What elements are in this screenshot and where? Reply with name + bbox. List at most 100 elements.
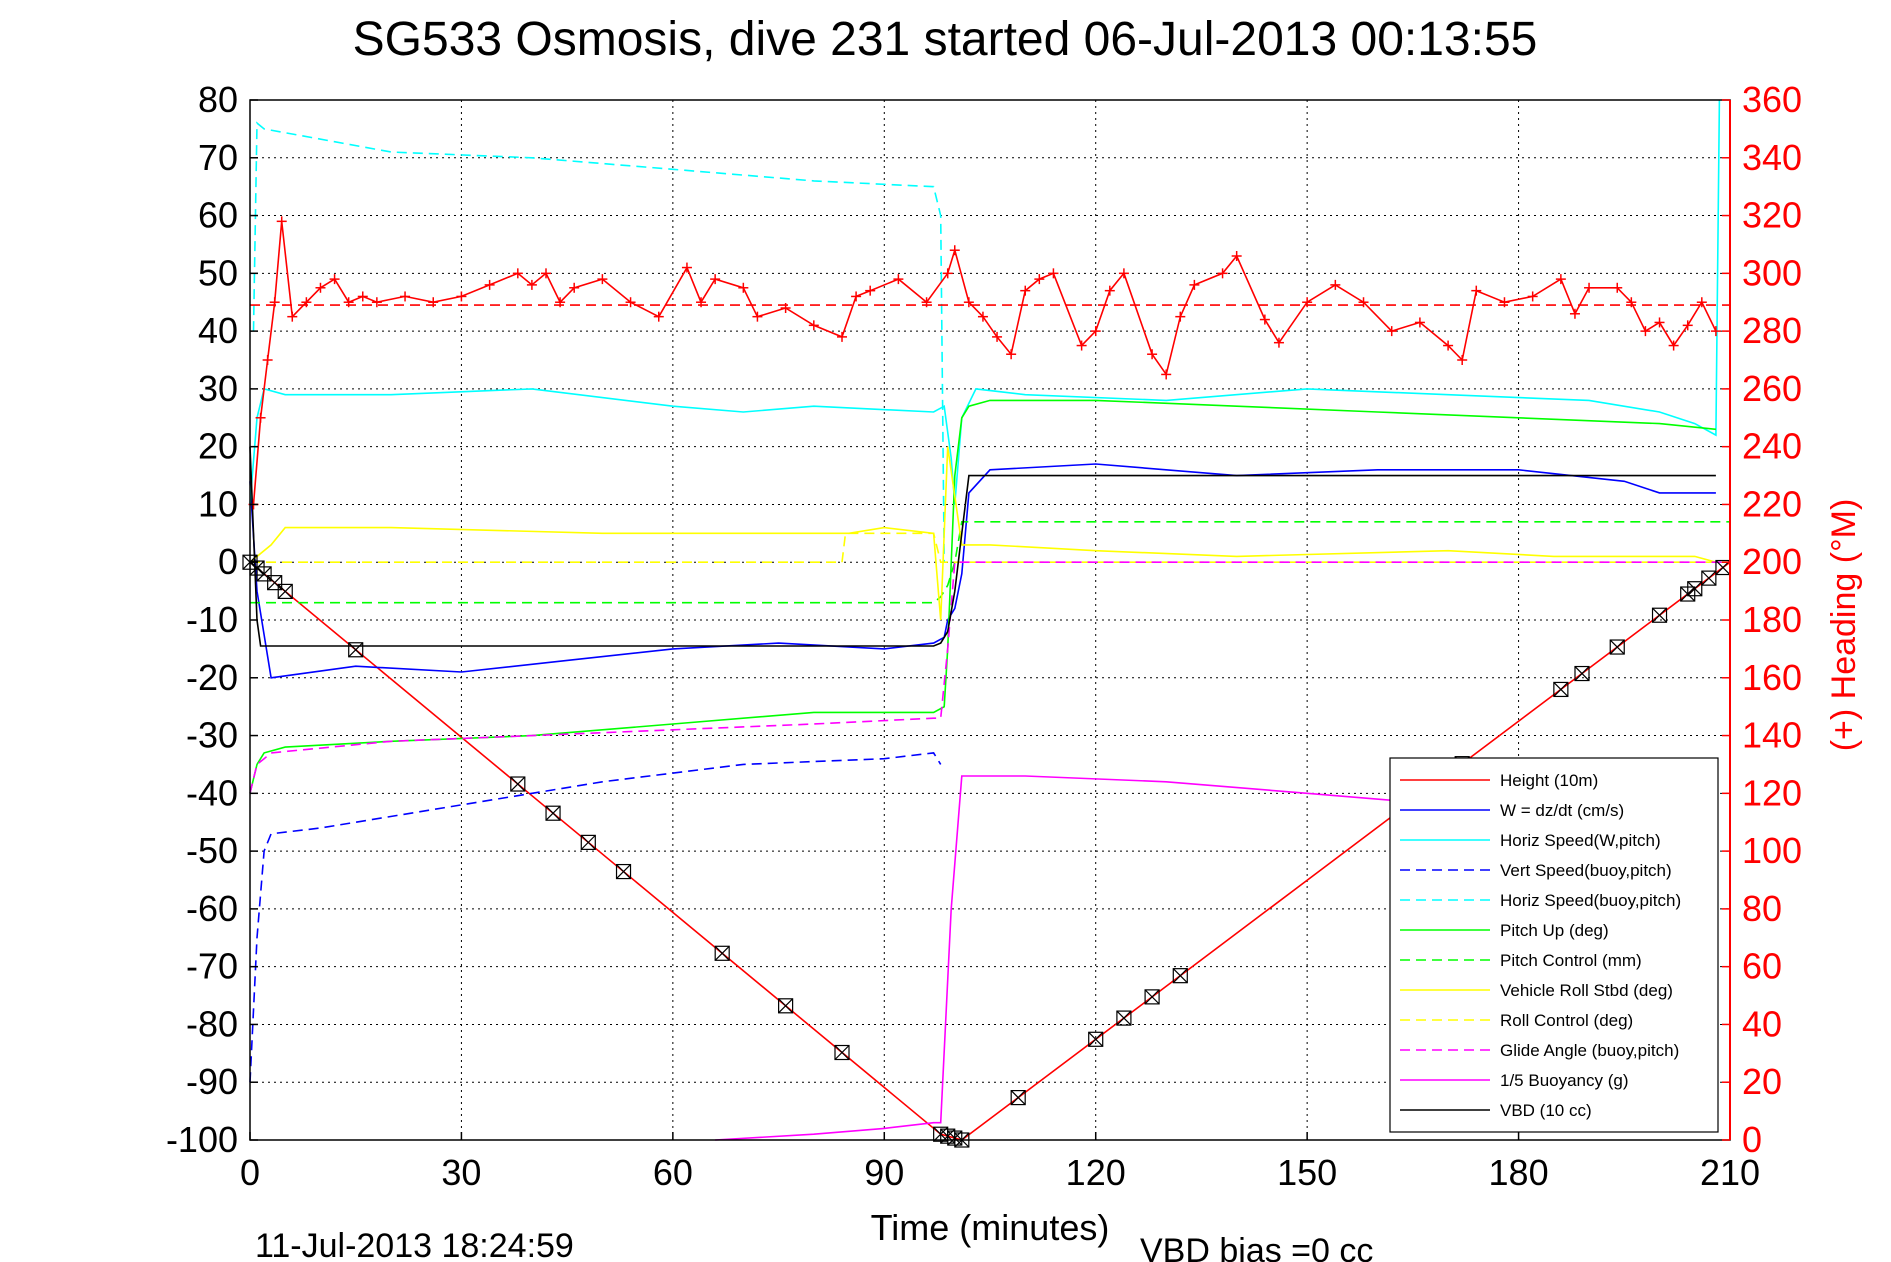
legend-label: 1/5 Buoyancy (g) [1500,1071,1629,1090]
heading-point [1273,337,1284,348]
legend-entry: 1/5 Buoyancy (g) [1400,1071,1629,1090]
legend-entry: VBD (10 cc) [1400,1101,1592,1120]
right-tick-label: 280 [1742,310,1802,351]
heading-point [1612,282,1623,293]
legend-label: Pitch Up (deg) [1500,921,1609,940]
series-line-horiz-speed-buoy-pitch [252,121,945,563]
heading-point [653,311,664,322]
height-marker [834,1044,850,1061]
series-line-pitch-up-deg [249,399,1716,794]
height-marker [256,566,272,582]
legend-entry: Height (10m) [1400,771,1598,790]
heading-point [276,216,287,227]
heading-point [456,291,467,302]
heading-point [526,279,537,290]
heading-point [1527,291,1538,302]
series-line-pitch-control-mm [250,520,1730,604]
y-tick-label: -70 [186,946,238,987]
height-marker [778,998,794,1014]
series-line-glide-angle-buoy-pitch [249,561,1730,794]
heading-point [992,331,1003,342]
heading-point [1555,274,1566,285]
right-tick-label: 100 [1742,830,1802,871]
heading-point [949,245,960,256]
legend-label: W = dz/dt (cm/s) [1500,801,1624,820]
right-axis-label: (+) Heading (°M) [1825,499,1863,752]
right-tick-label: 160 [1742,657,1802,698]
series-line-w-dz-dt-cm-s [249,463,1716,679]
legend-label: VBD (10 cc) [1500,1101,1592,1120]
legend-label: Horiz Speed(W,pitch) [1500,831,1661,850]
legend-entry: Horiz Speed(buoy,pitch) [1400,891,1681,910]
heading-point [1668,340,1679,351]
heading-point [512,268,523,279]
heading-point [681,262,692,273]
legend-entry: Roll Control (deg) [1400,1011,1633,1030]
heading-point [977,311,988,322]
right-tick-label: 300 [1742,252,1802,293]
x-tick-label: 0 [240,1152,260,1193]
height-marker [1116,1010,1132,1026]
x-tick-label: 120 [1066,1152,1126,1193]
height-marker [580,834,596,850]
height-marker [348,642,364,658]
y-tick-label: -40 [186,772,238,813]
x-tick-label: 150 [1277,1152,1337,1193]
height-marker [1144,989,1160,1005]
right-tick-label: 220 [1742,483,1802,524]
y-tick-label: -80 [186,1003,238,1044]
y-tick-label: -90 [186,1061,238,1102]
heading-point [1147,349,1158,360]
heading-point [1006,349,1017,360]
footer-timestamp: 11-Jul-2013 18:24:59 [255,1227,574,1262]
heading-point [1231,251,1242,261]
right-tick-label: 180 [1742,599,1802,640]
heading-point [484,279,495,290]
y-tick-label: 70 [198,137,238,178]
height-marker [615,863,632,880]
heading-point [1118,268,1129,279]
vbd-bias-label: VBD bias =0 cc [1140,1232,1373,1262]
height-marker [1701,570,1717,586]
legend-entry: W = dz/dt (cm/s) [1400,801,1624,820]
heading-point [1696,297,1707,308]
height-marker [545,805,561,821]
chart-title: SG533 Osmosis, dive 231 started 06-Jul-2… [353,13,1538,66]
heading-point [1076,340,1087,351]
heading-point [315,282,326,293]
right-tick-label: 320 [1742,195,1802,236]
y-tick-label: 10 [198,483,238,524]
y-tick-label: -10 [186,599,238,640]
legend-entry: Glide Angle (buoy,pitch) [1400,1041,1679,1060]
y-tick-label: 0 [218,541,238,582]
heading-point [1161,369,1172,380]
y-tick-label: -30 [186,715,238,756]
right-tick-label: 340 [1742,137,1802,178]
heading-point [1330,279,1341,290]
height-marker [267,575,283,591]
series-line-vehicle-roll-stbd-deg [249,446,1717,621]
series-layer [248,99,1731,1141]
heading-point [1710,326,1721,337]
height-marker [1010,1089,1026,1106]
legend-entry: Pitch Up (deg) [1400,921,1609,940]
height-marker [1088,1031,1104,1047]
heading-point [1584,282,1595,293]
height-marker [510,776,526,792]
legend-box [1389,757,1719,1133]
heading-point [1104,285,1115,296]
y-tick-label: -100 [166,1119,238,1160]
heading-point [752,311,763,322]
heading-point [1682,320,1693,331]
heading-point [262,355,273,365]
heading-point [1090,326,1101,337]
heading-point [1034,274,1045,285]
series-line-roll-control-deg [250,532,1730,564]
axis-ticks: 0 30 60 90 120 150 180 21080706050403020100-10-… [166,79,1802,1193]
height-marker [714,945,730,961]
height-marker [1574,665,1590,682]
x-axis-label: Time (minutes) [871,1207,1110,1248]
y-tick-label: -60 [186,888,238,929]
series-line-vbd-10-cc [249,446,1716,647]
